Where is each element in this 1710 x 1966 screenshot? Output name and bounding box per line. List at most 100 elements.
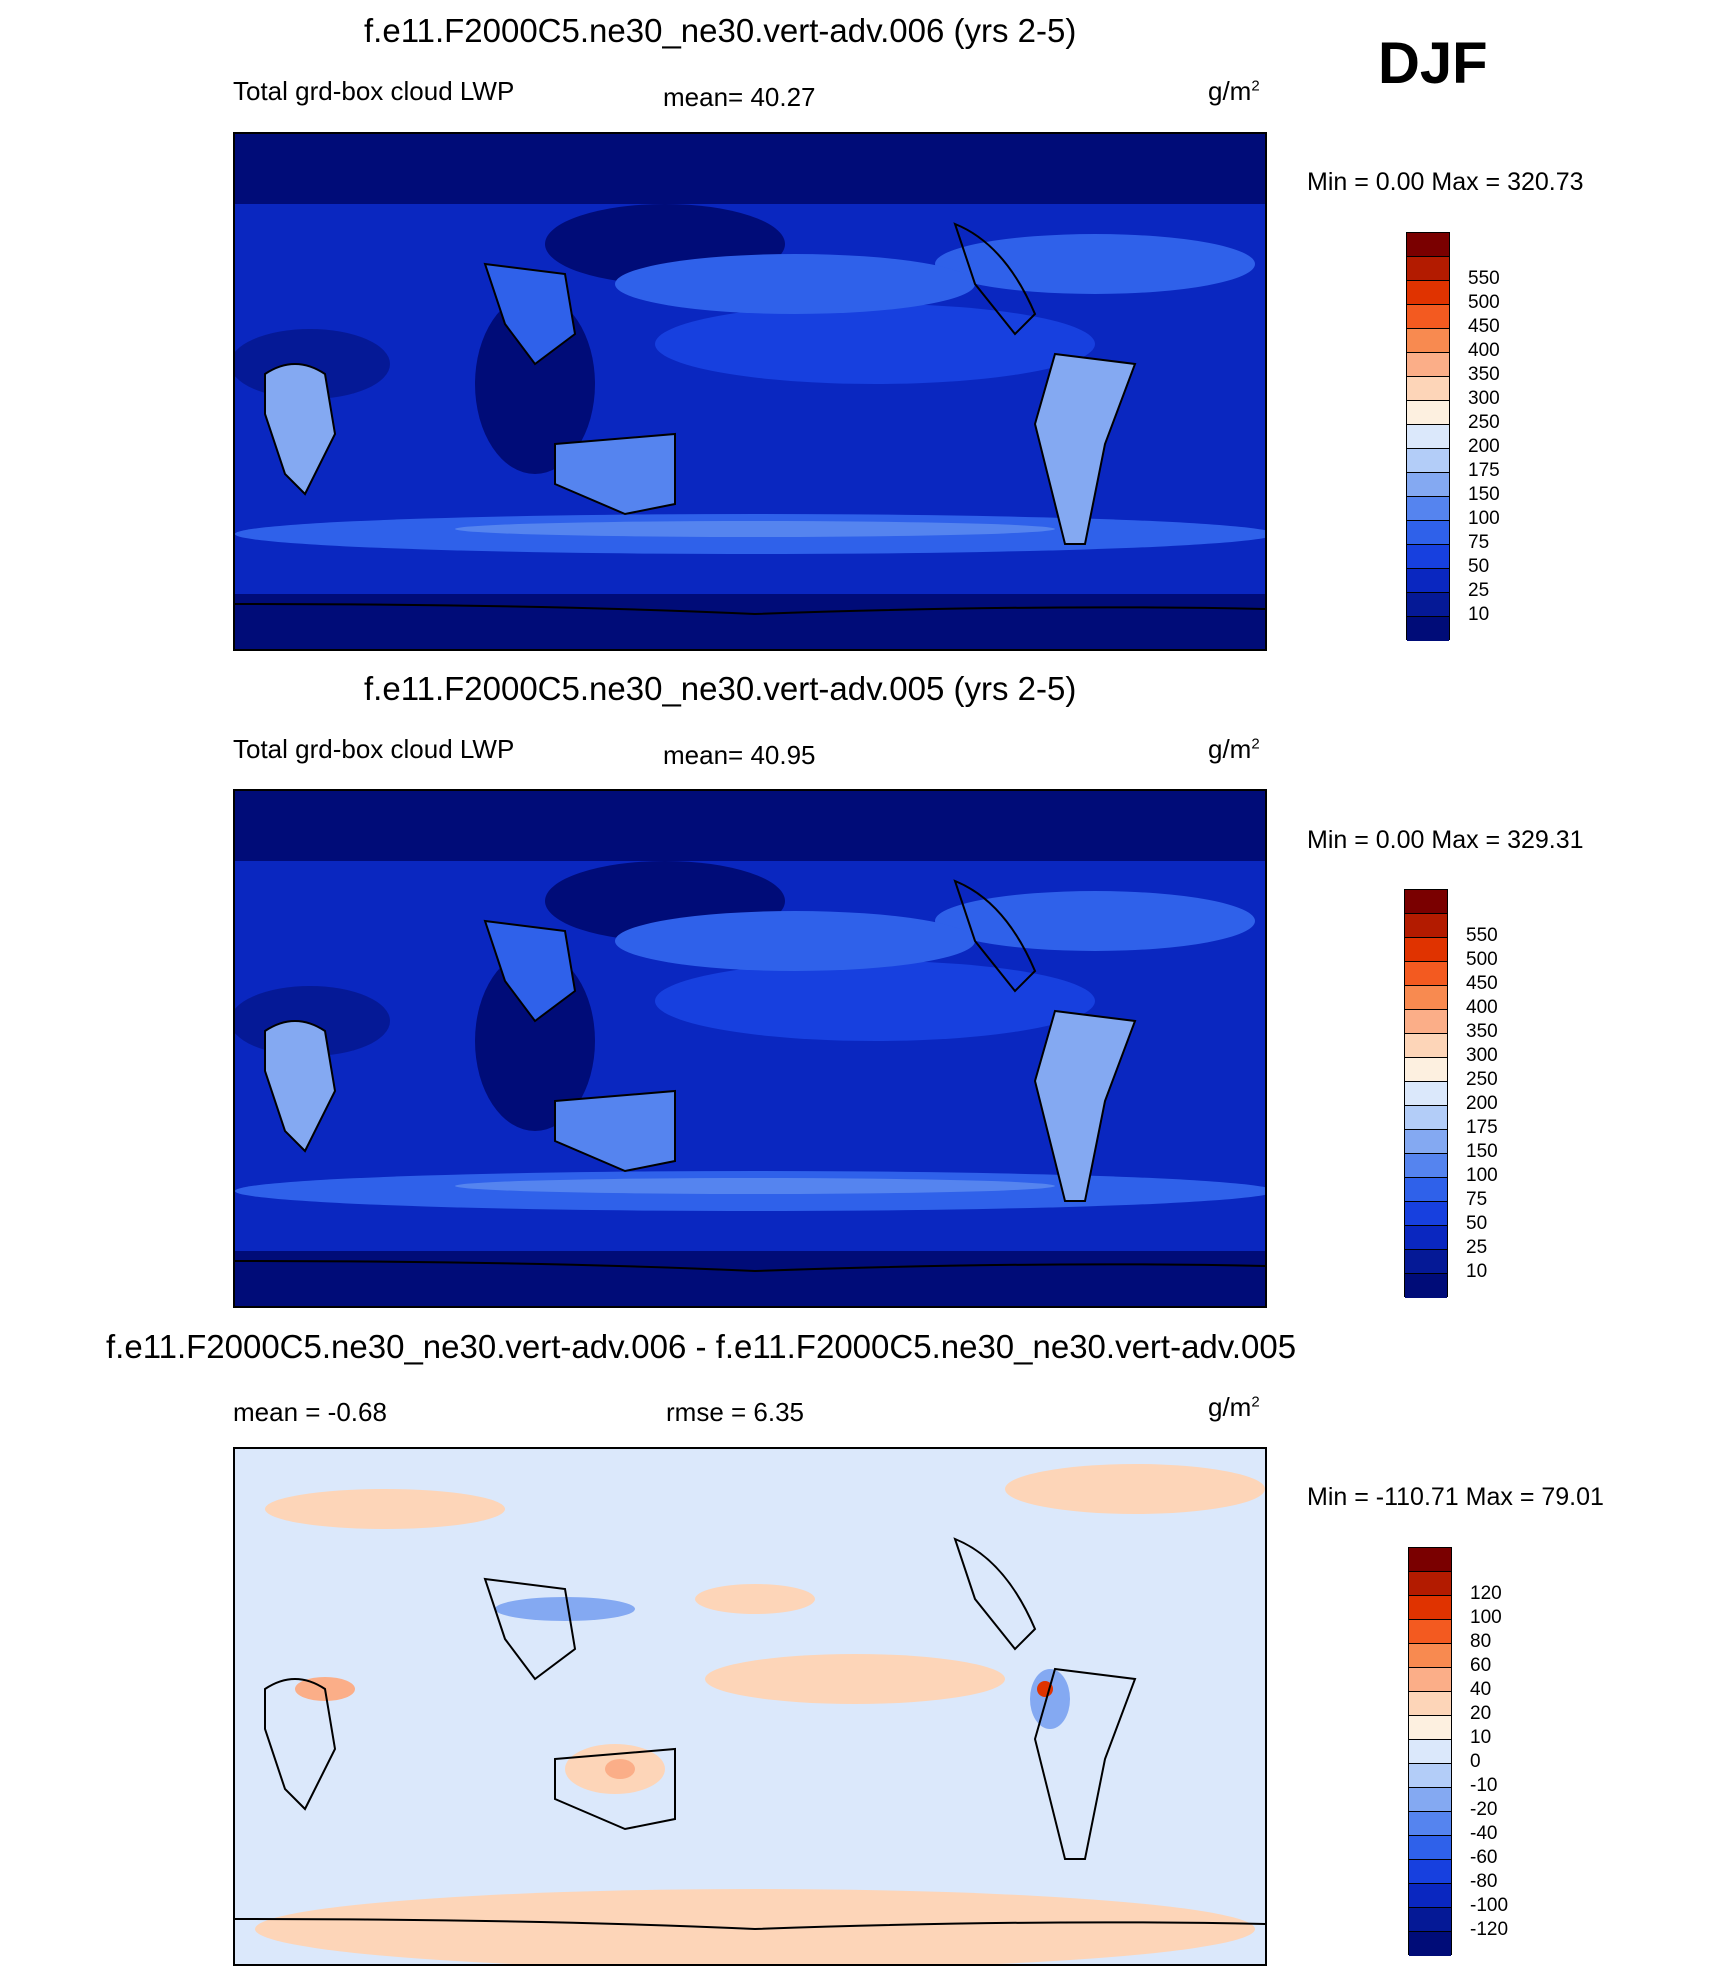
colorbar-tick-label: 450 [1466,973,1498,994]
panel-1-colorbar [1406,232,1450,641]
colorbar-swatch [1407,425,1449,449]
colorbar-swatch [1405,1082,1447,1106]
panel-3-map [233,1447,1267,1966]
colorbar-tick-label: -60 [1470,1847,1498,1868]
panel-2-title: f.e11.F2000C5.ne30_ne30.vert-adv.005 (yr… [364,670,1077,707]
colorbar-swatch [1409,1860,1451,1884]
colorbar-tick-label: 500 [1466,949,1498,970]
colorbar-tick-label: 75 [1466,1189,1488,1210]
colorbar-swatch [1409,1692,1451,1716]
colorbar-tick-label: 100 [1468,508,1500,529]
colorbar-swatch [1407,473,1449,497]
colorbar-swatch [1405,1130,1447,1154]
colorbar-swatch [1409,1908,1451,1932]
colorbar-tick-label: 100 [1470,1607,1502,1628]
panel-3-units: g/m2 [1208,1392,1260,1422]
colorbar-swatch [1407,233,1449,257]
colorbar-swatch [1409,1572,1451,1596]
colorbar-swatch [1409,1716,1451,1740]
colorbar-tick-label: -100 [1470,1895,1509,1916]
colorbar-swatch [1405,986,1447,1010]
colorbar-tick-label: 150 [1466,1141,1498,1162]
colorbar-swatch [1407,497,1449,521]
colorbar-swatch [1409,1596,1451,1620]
colorbar-tick-label: 350 [1466,1021,1498,1042]
colorbar-tick-label: -120 [1470,1919,1509,1940]
panel-1-units: g/m2 [1208,76,1260,106]
colorbar-swatch [1405,1154,1447,1178]
colorbar-tick-label: 40 [1470,1679,1492,1700]
colorbar-swatch [1405,1010,1447,1034]
panel-2-units: g/m2 [1208,734,1260,764]
colorbar-swatch [1407,593,1449,617]
panel-1-map-svg [235,134,1265,649]
colorbar-swatch [1409,1740,1451,1764]
colorbar-swatch [1409,1764,1451,1788]
colorbar-swatch [1407,569,1449,593]
colorbar-tick-label: 60 [1470,1655,1492,1676]
colorbar-swatch [1405,1202,1447,1226]
colorbar-tick-label: 200 [1466,1093,1498,1114]
colorbar-swatch [1409,1644,1451,1668]
colorbar-swatch [1409,1788,1451,1812]
colorbar-tick-label: 25 [1466,1237,1488,1258]
colorbar-tick-label: 250 [1466,1069,1498,1090]
colorbar-swatch [1407,329,1449,353]
colorbar-tick-label: 400 [1466,997,1498,1018]
colorbar-swatch [1407,521,1449,545]
colorbar-tick-label: 10 [1466,1261,1488,1282]
colorbar-swatch [1405,1250,1447,1274]
colorbar-swatch [1405,1106,1447,1130]
colorbar-tick-label: -40 [1470,1823,1498,1844]
colorbar-tick-label: 50 [1468,556,1490,577]
panel-2-colorbar [1404,889,1448,1298]
colorbar-tick-label: 300 [1466,1045,1498,1066]
panel-3-rmse-label: rmse = 6.35 [666,1397,805,1427]
season-label: DJF [1378,31,1488,96]
colorbar-tick-label: 300 [1468,388,1500,409]
colorbar-tick-label: -20 [1470,1799,1498,1820]
panel-1-minmax: Min = 0.00 Max = 320.73 [1307,168,1584,196]
colorbar-swatch [1405,1226,1447,1250]
colorbar-swatch [1409,1548,1451,1572]
colorbar-swatch [1409,1932,1451,1956]
colorbar-tick-label: 10 [1468,604,1490,625]
colorbar-tick-label: 80 [1470,1631,1492,1652]
colorbar-swatch [1407,281,1449,305]
colorbar-swatch [1405,1058,1447,1082]
panel-3-mean-label: mean = -0.68 [233,1397,387,1427]
colorbar-swatch [1409,1620,1451,1644]
colorbar-tick-label: 100 [1466,1165,1498,1186]
panel-2-map [233,789,1267,1308]
colorbar-swatch [1407,449,1449,473]
panel-2-map-svg [235,791,1265,1306]
colorbar-tick-label: 0 [1470,1751,1481,1772]
colorbar-swatch [1409,1836,1451,1860]
colorbar-tick-label: 175 [1466,1117,1498,1138]
colorbar-tick-label: 120 [1470,1583,1502,1604]
panel-3-colorbar [1408,1547,1452,1956]
colorbar-tick-label: 350 [1468,364,1500,385]
colorbar-swatch [1407,257,1449,281]
colorbar-tick-label: 150 [1468,484,1500,505]
colorbar-swatch [1405,914,1447,938]
panel-2-mean-label: mean= 40.95 [663,740,816,770]
colorbar-tick-label: 75 [1468,532,1490,553]
colorbar-tick-label: 400 [1468,340,1500,361]
colorbar-tick-label: 175 [1468,460,1500,481]
panel-3-title: f.e11.F2000C5.ne30_ne30.vert-adv.006 - f… [106,1328,1297,1365]
colorbar-swatch [1405,1034,1447,1058]
colorbar-tick-label: 250 [1468,412,1500,433]
panel-1-variable-label: Total grd-box cloud LWP [233,76,515,106]
panel-3-map-svg [235,1449,1265,1964]
colorbar-tick-label: 20 [1470,1703,1492,1724]
colorbar-swatch [1409,1812,1451,1836]
panel-2-minmax: Min = 0.00 Max = 329.31 [1307,826,1584,854]
colorbar-swatch [1407,401,1449,425]
panel-1-mean-label: mean= 40.27 [663,82,816,112]
colorbar-tick-label: 50 [1466,1213,1488,1234]
colorbar-tick-label: 450 [1468,316,1500,337]
colorbar-tick-label: -10 [1470,1775,1498,1796]
colorbar-tick-label: 25 [1468,580,1490,601]
colorbar-swatch [1407,305,1449,329]
